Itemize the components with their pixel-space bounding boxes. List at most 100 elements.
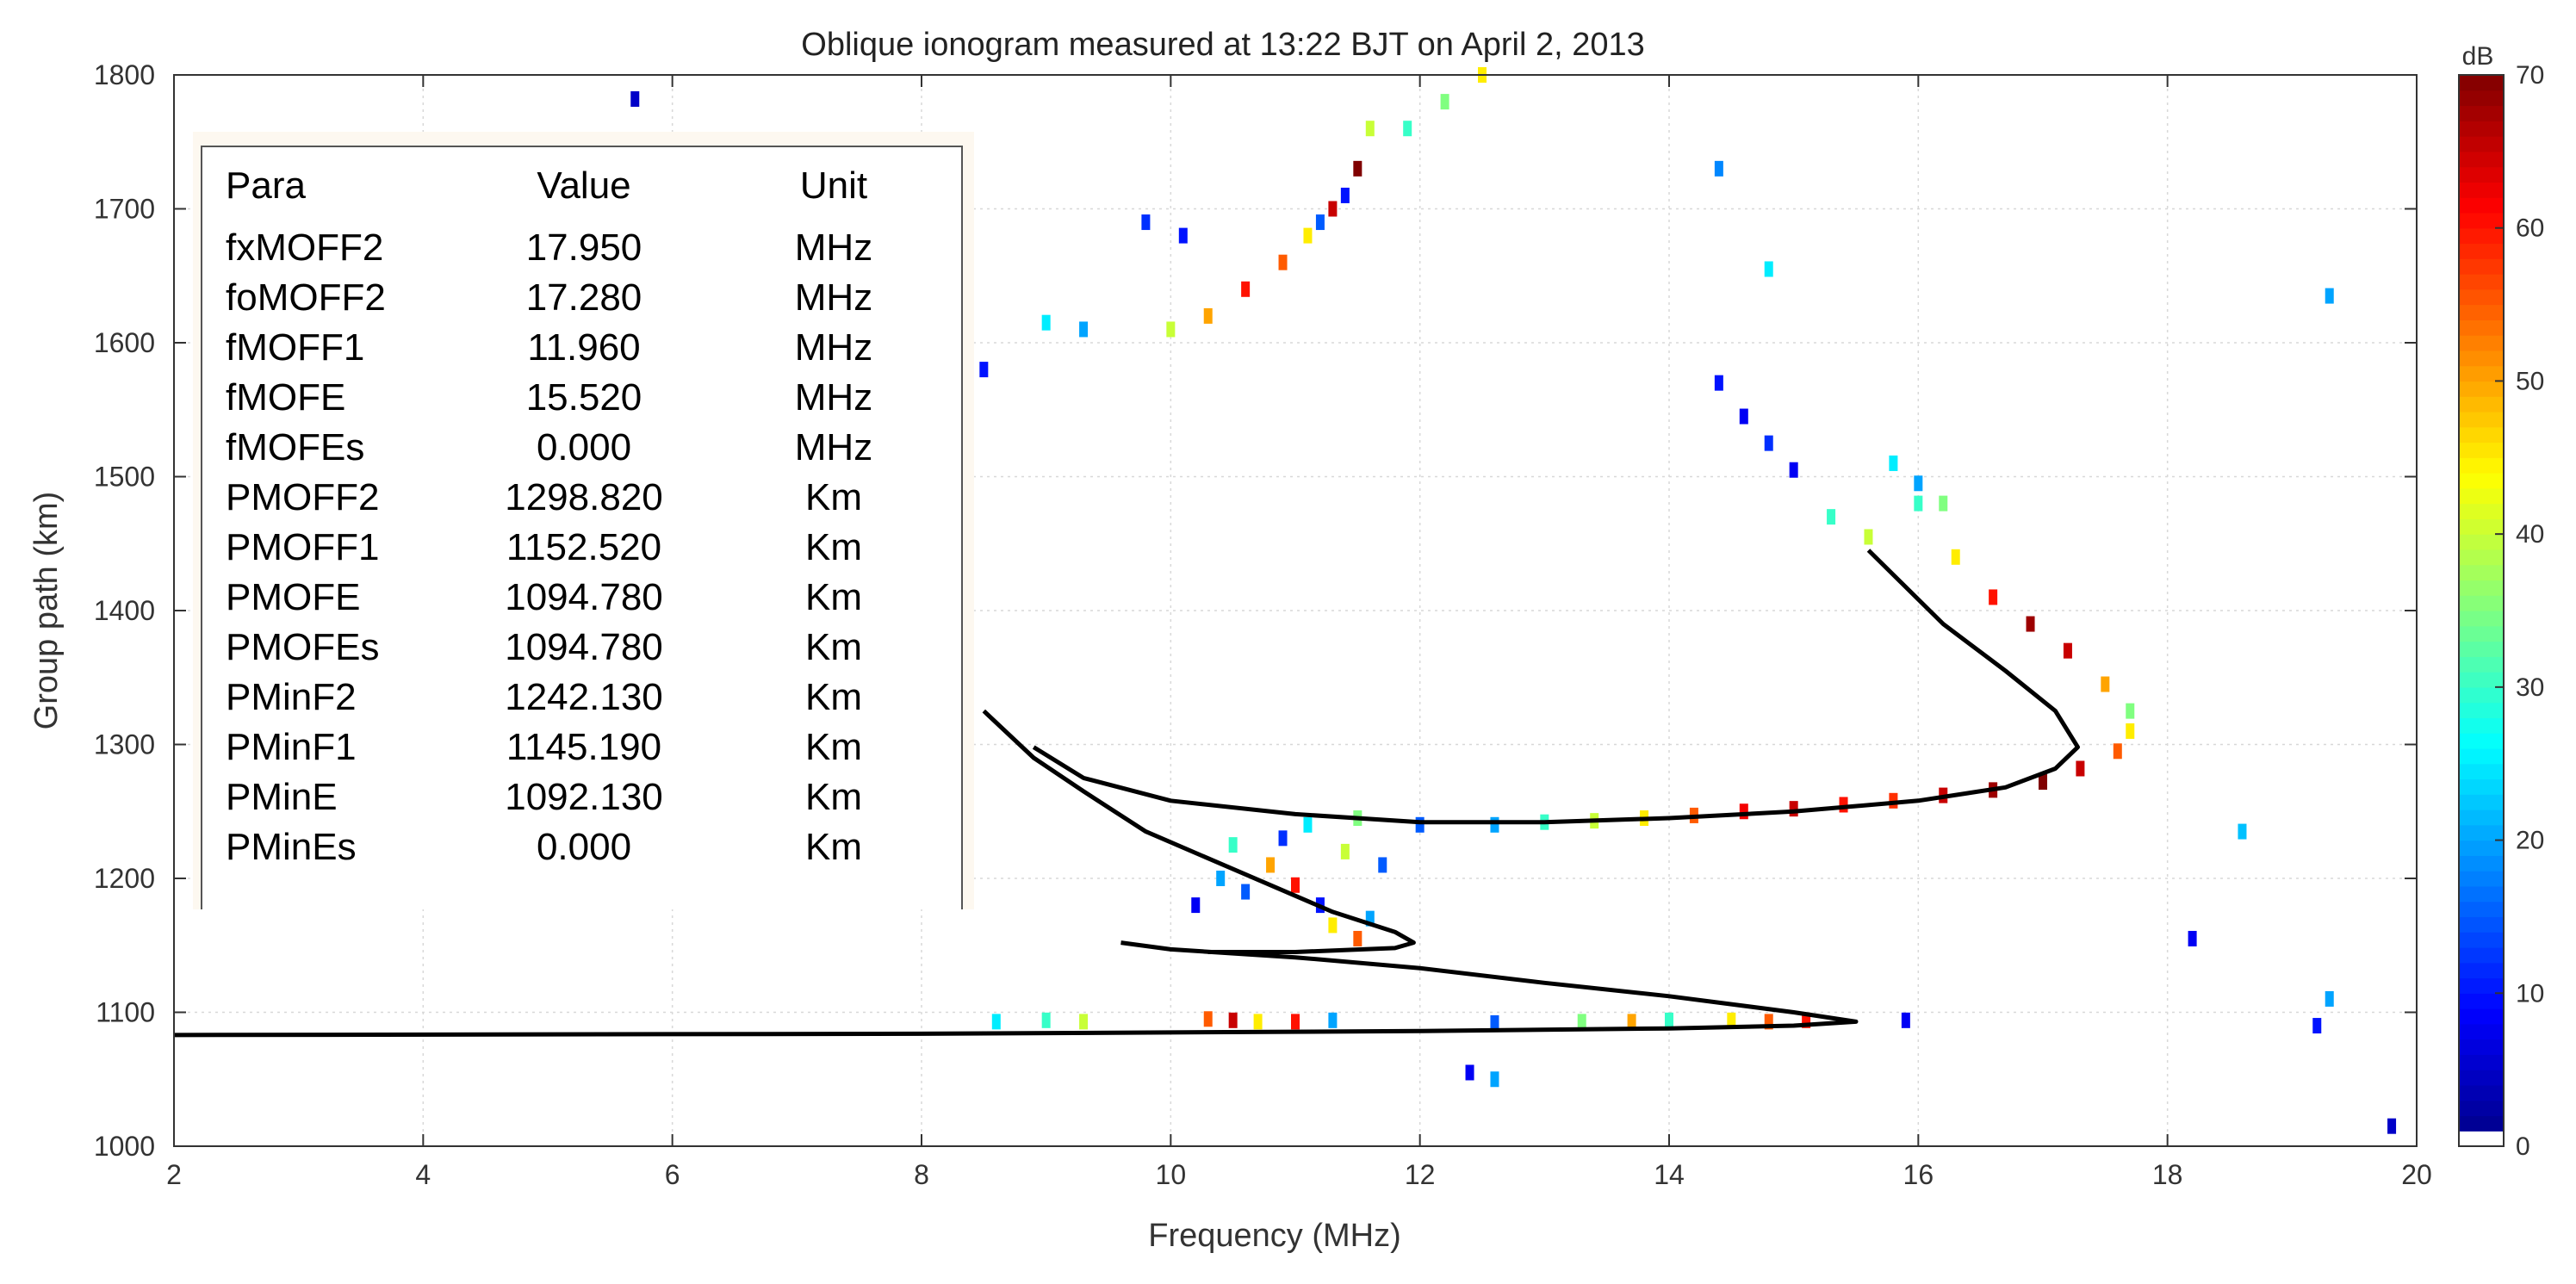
y-tick-label: 1300 [94, 729, 155, 760]
echo-point [630, 90, 640, 107]
echo-point [1889, 455, 1898, 471]
echo-point [991, 1014, 1001, 1030]
colorbar-tick-label: 30 [2516, 673, 2544, 702]
echo-point [1228, 837, 1238, 853]
model-curves [173, 549, 2080, 1038]
colorbar-segment [2459, 656, 2504, 673]
echo-point [1665, 1012, 1673, 1028]
y-tick-label: 1400 [94, 595, 155, 626]
colorbar-segment [2459, 518, 2504, 535]
table-cell: Km [805, 676, 862, 718]
echo-point [2026, 616, 2035, 632]
colorbar-segment [2459, 1070, 2504, 1086]
echo-point [1041, 314, 1051, 331]
colorbar-segment [2459, 595, 2504, 611]
echo-point [1353, 930, 1362, 946]
colorbar-segment [2459, 396, 2504, 412]
echo-point [1216, 871, 1226, 886]
table-cell: PMOFEs [226, 626, 379, 668]
table-cell: 15.520 [526, 376, 642, 419]
echo-point [1291, 1014, 1300, 1030]
x-tick-label: 20 [2401, 1159, 2432, 1190]
x-axis-label: Frequency (MHz) [1148, 1218, 1401, 1254]
echo-point [1278, 830, 1288, 847]
echo-point [979, 362, 989, 378]
colorbar-tick-label: 40 [2516, 520, 2544, 549]
colorbar-segment [2459, 946, 2504, 964]
colorbar-segment [2459, 549, 2504, 566]
colorbar-segment [2459, 747, 2504, 765]
model-curve-f2 [1032, 549, 2080, 825]
colorbar-tick-label: 50 [2516, 367, 2544, 395]
table-cell: Km [805, 526, 862, 568]
echo-point [1178, 227, 1188, 244]
echo-point [2188, 930, 2197, 946]
colorbar-segment [2459, 258, 2504, 275]
echo-point [1627, 1014, 1636, 1030]
table-cell: 0.000 [537, 426, 631, 468]
colorbar-segment [2459, 855, 2504, 872]
colorbar-tick-label: 20 [2516, 827, 2544, 855]
table-cell: Km [805, 576, 862, 618]
echo-point [1490, 1071, 1499, 1088]
echo-point [1727, 1012, 1736, 1028]
colorbar-segment [2459, 733, 2504, 749]
table-cell: MHz [795, 326, 872, 369]
table-cell: Km [805, 626, 862, 668]
table-cell: 1094.780 [505, 626, 663, 668]
x-tick-label: 10 [1156, 1159, 1187, 1190]
colorbar-segment [2459, 1084, 2504, 1101]
echo-point [1303, 227, 1313, 244]
colorbar-segment [2459, 871, 2504, 887]
echo-point [1914, 475, 1923, 492]
colorbar-segment [2459, 1115, 2504, 1132]
table-cell: fMOFEs [226, 426, 364, 468]
colorbar-segment [2459, 365, 2504, 382]
colorbar-segment [2459, 824, 2504, 841]
colorbar-segment [2459, 1008, 2504, 1025]
colorbar-segment [2459, 75, 2504, 91]
colorbar-segment [2459, 335, 2504, 351]
table-cell: Km [805, 726, 862, 768]
colorbar-segment [2459, 625, 2504, 642]
echo-point [1141, 214, 1151, 231]
colorbar-segment [2459, 1054, 2504, 1070]
colorbar-segment [2459, 1131, 2504, 1147]
echo-point [1303, 816, 1313, 833]
x-tick-label: 14 [1654, 1159, 1685, 1190]
colorbar-segment [2459, 686, 2504, 704]
y-tick-label: 1800 [94, 59, 155, 90]
colorbar-segment [2459, 1039, 2504, 1055]
echo-point [1403, 121, 1412, 137]
echo-point [1839, 797, 1848, 813]
table-cell: PMinF1 [226, 726, 357, 768]
colorbar-segment [2459, 411, 2504, 428]
x-tick-label: 4 [415, 1159, 431, 1190]
echo-point [1490, 1014, 1499, 1031]
x-tick-label: 12 [1405, 1159, 1436, 1190]
colorbar-segment [2459, 564, 2504, 581]
colorbar-segment [2459, 977, 2504, 994]
table-cell: foMOFF2 [226, 276, 386, 319]
model-curve-e [173, 940, 1859, 1038]
table-cell: PMOFE [226, 576, 360, 618]
table-cell: 1152.520 [506, 526, 661, 568]
echo-point [1228, 1012, 1238, 1028]
x-tick-label: 8 [914, 1159, 929, 1190]
table-cell: PMOFF1 [226, 526, 379, 568]
y-tick-label: 1700 [94, 194, 155, 225]
colorbar-segment [2459, 473, 2504, 489]
echo-point [1166, 321, 1176, 338]
echo-point [1079, 321, 1089, 338]
colorbar-segment [2459, 288, 2504, 306]
echo-point [2063, 642, 2072, 659]
colorbar-segment [2459, 487, 2504, 505]
y-axis-label: Group path (km) [28, 492, 65, 730]
colorbar-segment [2459, 274, 2504, 290]
axes: 2 4 6 8 10 12 14 16 18 20 1000 1100 1200 1300 1400 1500… [94, 59, 2432, 1190]
colorbar-segment [2459, 304, 2504, 320]
colorbar-segment [2459, 763, 2504, 780]
echo-point [1914, 495, 1923, 512]
echo-point [2312, 1018, 2322, 1034]
table-cell: 1145.190 [506, 726, 661, 768]
